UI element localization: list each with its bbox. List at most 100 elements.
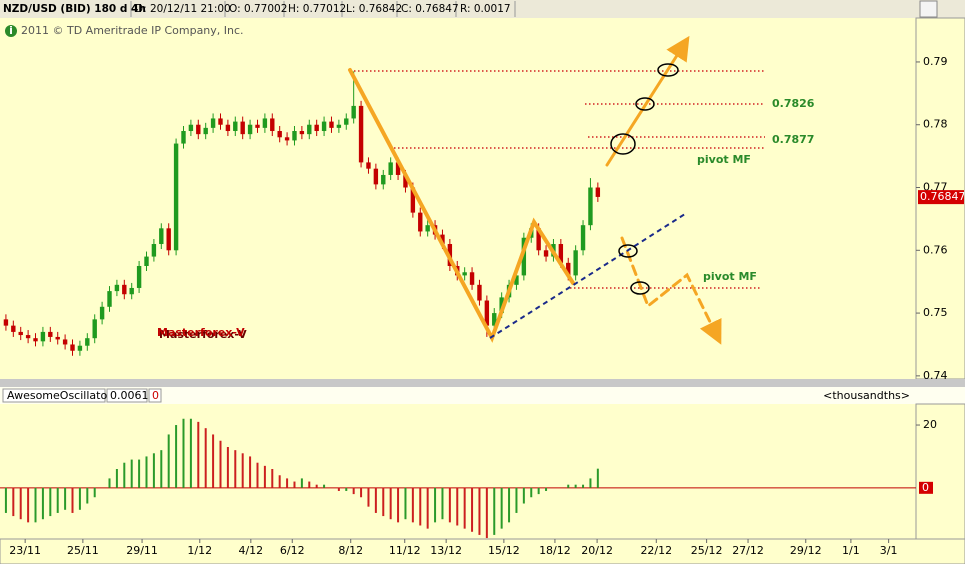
x-tick-label: 4/12	[238, 544, 263, 557]
y-tick-label: 0.76	[923, 243, 948, 256]
settings-button[interactable]	[919, 0, 938, 18]
x-tick-label: 25/11	[67, 544, 99, 557]
bar-date: D: 20/12/11 21:00	[135, 3, 231, 15]
candle-body	[3, 319, 9, 326]
x-tick-label: 6/12	[280, 544, 305, 557]
close-price: C: 0.76847	[401, 3, 459, 15]
candle-body	[425, 225, 430, 232]
candle-body	[114, 284, 120, 292]
indicator-signal: 0	[152, 389, 159, 402]
candle-body	[418, 212, 423, 232]
x-tick-label: 22/12	[640, 544, 672, 557]
candle-body	[166, 228, 171, 251]
candle-body	[270, 118, 275, 132]
candle-body	[336, 124, 342, 128]
candle-body	[203, 127, 208, 135]
x-tick-label: 1/12	[187, 544, 212, 557]
candle-body	[48, 331, 53, 337]
candle-body	[469, 272, 475, 285]
level-label: 0.7877	[772, 133, 814, 146]
y-tick-label: 0	[922, 481, 929, 494]
candle-body	[440, 234, 445, 245]
candle-body	[536, 228, 541, 251]
candle-body	[247, 124, 253, 135]
indicator-units: <thousandths>	[823, 389, 910, 402]
candle-body	[92, 319, 97, 339]
candle-body	[151, 244, 157, 257]
axis-tags: 0.76847 0	[918, 190, 965, 494]
candle-body	[566, 262, 571, 276]
level-label: 0.7826	[772, 97, 815, 110]
candle-body	[521, 237, 527, 276]
candle-body	[514, 275, 519, 285]
pivot-label: pivot MF	[703, 270, 757, 283]
candle-body	[85, 338, 90, 346]
candle-body	[366, 162, 371, 169]
candle-body	[492, 313, 497, 326]
x-tick-label: 11/12	[389, 544, 421, 557]
x-tick-label: 18/12	[539, 544, 571, 557]
candle-body	[240, 121, 245, 135]
last-price-label: 0.76847	[920, 190, 965, 203]
y-tick-label: 0.78	[923, 118, 948, 131]
candle-body	[136, 265, 142, 288]
annotations: Masterforex-V Masterforex-V 0.7826 0.787…	[157, 35, 815, 345]
candle-body	[188, 124, 194, 132]
candle-body	[159, 228, 164, 245]
candle-body	[588, 187, 593, 226]
x-tick-label: 3/1	[880, 544, 898, 557]
panel-separator	[0, 379, 965, 387]
x-tick-label: 8/12	[338, 544, 363, 557]
candle-body	[292, 131, 297, 141]
candle-body	[395, 162, 401, 175]
candle-body	[129, 287, 134, 295]
candle-body	[580, 225, 586, 251]
candle-body	[107, 291, 112, 307]
candle-body	[181, 131, 186, 144]
x-tick-label: 29/11	[126, 544, 158, 557]
candle-body	[351, 105, 356, 119]
candle-body	[477, 284, 482, 301]
candle-body	[573, 250, 578, 276]
candle-body	[144, 256, 149, 266]
last-price-tag	[918, 190, 964, 205]
indicator-signal-box	[148, 388, 162, 403]
candle-body	[388, 162, 393, 175]
candle-body	[218, 118, 223, 125]
candle-body	[358, 105, 364, 163]
price-panel	[0, 18, 916, 379]
info-icon[interactable]	[5, 25, 17, 37]
indicator-name: AwesomeOscillator	[7, 389, 112, 402]
high-price: H: 0.77012	[288, 3, 346, 15]
indicator-value: 0.0061	[110, 389, 149, 402]
candle-body	[122, 284, 127, 295]
candle-body	[307, 124, 312, 135]
zero-tag	[919, 481, 933, 494]
candle-body	[196, 124, 201, 135]
y-tick-label: 20	[923, 418, 937, 431]
candle-body	[314, 124, 319, 132]
x-tick-label: 13/12	[430, 544, 462, 557]
candle-body	[403, 174, 408, 188]
x-tick-label: 20/12	[581, 544, 613, 557]
candle-body	[99, 306, 105, 320]
x-tick-label: 1/1	[842, 544, 860, 557]
candle-body	[18, 331, 23, 336]
header-bar	[0, 0, 965, 18]
oscillator-axis	[915, 403, 965, 540]
indicator-box	[2, 388, 106, 403]
x-tick-label: 25/12	[691, 544, 723, 557]
oscillator-header	[0, 387, 965, 404]
candle-body	[173, 143, 179, 251]
pivot-label: pivot MF	[697, 153, 751, 166]
candle-body	[25, 335, 31, 339]
candle-body	[262, 118, 268, 128]
candle-body	[33, 338, 38, 342]
candle-body	[233, 121, 238, 132]
candle-body	[284, 137, 290, 141]
candle-body	[210, 118, 216, 128]
y-tick-label: 0.74	[923, 369, 948, 382]
x-tick-label: 29/12	[790, 544, 822, 557]
